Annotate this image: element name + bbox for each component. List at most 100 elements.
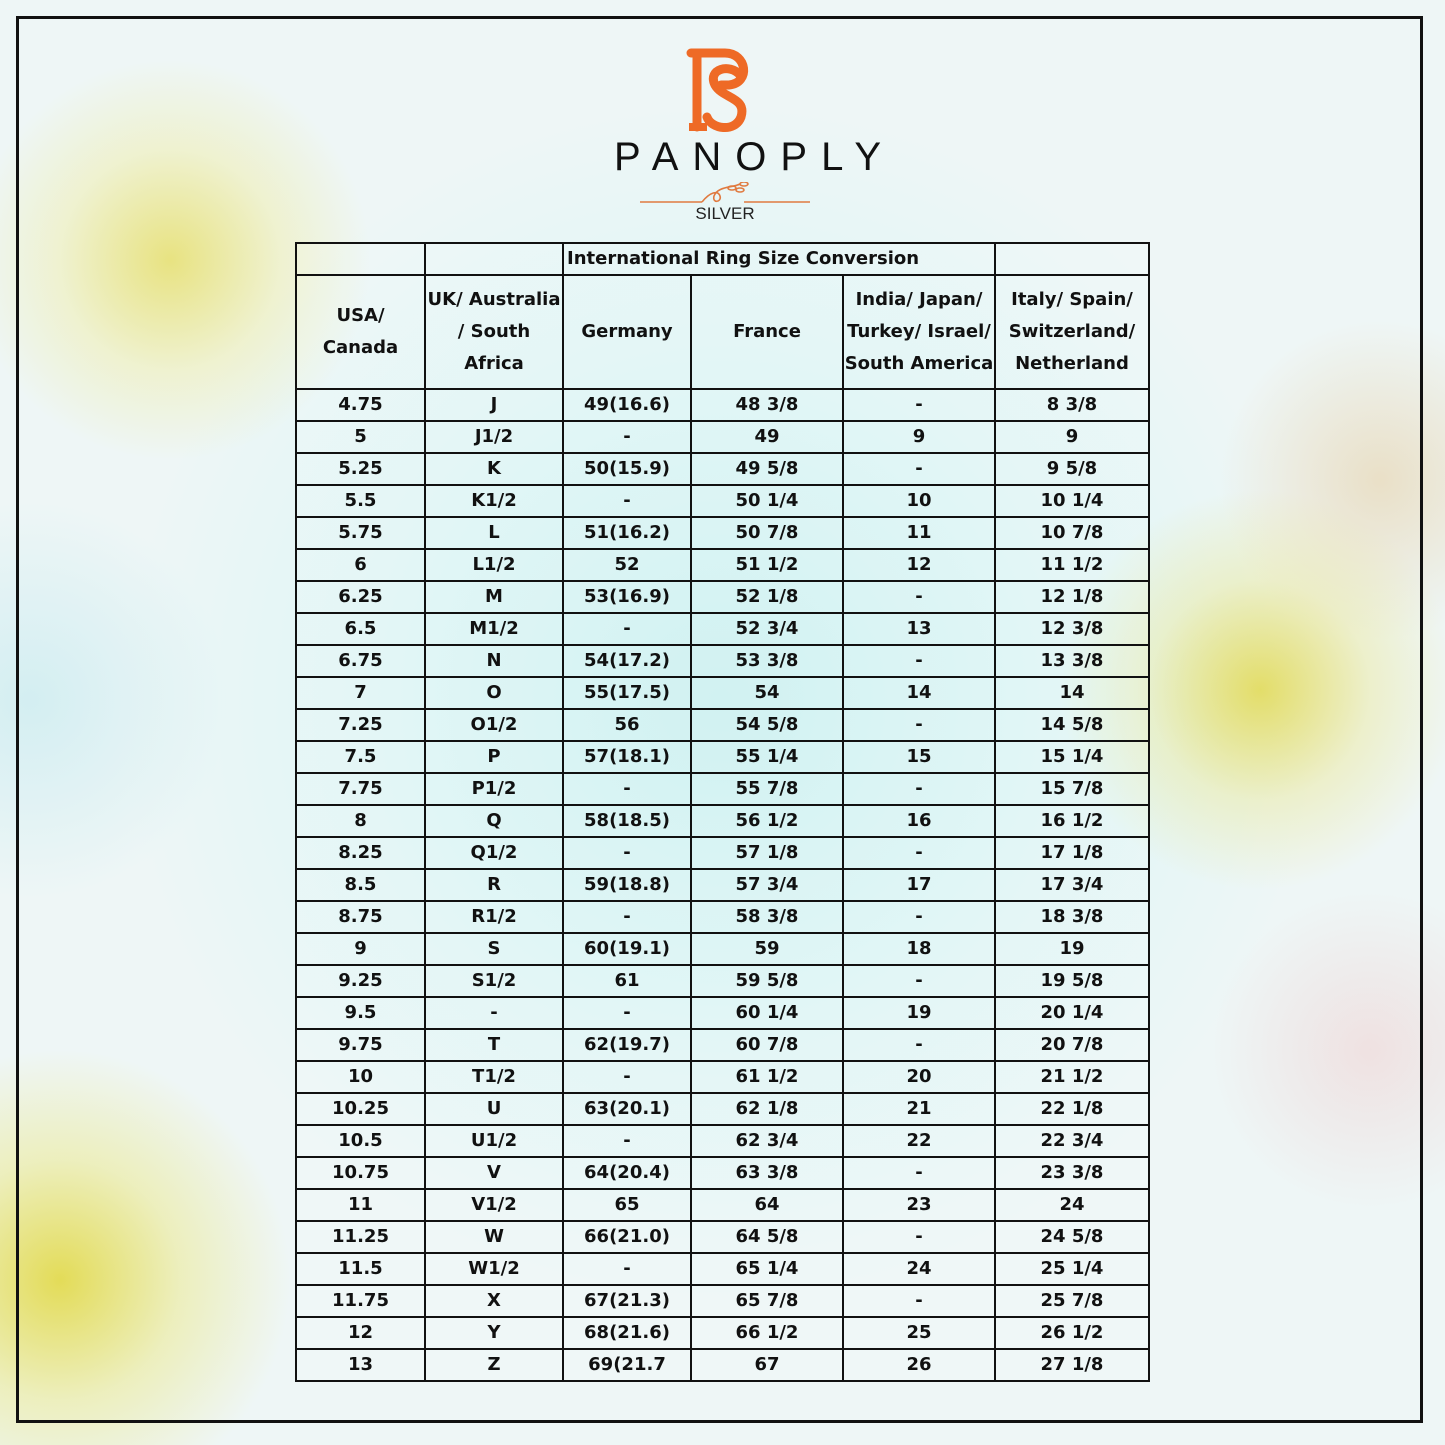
table-cell: X [424,1284,564,1318]
table-cell: 7.25 [295,708,426,742]
table-cell: 15 [842,740,996,774]
table-cell: - [424,996,564,1030]
table-row: 10.25 U 63(20.1) 62 1/8 21 22 1/8 [295,1092,1150,1126]
table-cell: 13 [295,1348,426,1382]
table-cell: 9.25 [295,964,426,998]
table-cell: 14 [842,676,996,710]
table-cell: M [424,580,564,614]
table-cell: 60(19.1) [562,932,692,966]
table-cell: 11.25 [295,1220,426,1254]
table-cell: 8.5 [295,868,426,902]
table-cell: 23 3/8 [994,1156,1150,1190]
table-cell: 63(20.1) [562,1092,692,1126]
page-frame [16,16,1423,1423]
column-header: France [690,274,844,390]
table-row: 5.25 K 50(15.9) 49 5/8-9 5/8 [295,452,1150,486]
table-cell: - [842,1028,996,1062]
table-cell: 65 [562,1188,692,1222]
table-row: 6.25 M 53(16.9) 52 1/8-12 1/8 [295,580,1150,614]
table-cell: 67(21.3) [562,1284,692,1318]
table-cell: 7 [295,676,426,710]
table-cell: 67 [690,1348,844,1382]
table-cell: 17 [842,868,996,902]
table-cell: R [424,868,564,902]
table-cell: 8 3/8 [994,388,1150,422]
table-cell: 5.75 [295,516,426,550]
table-cell: S1/2 [424,964,564,998]
table-cell: 10 7/8 [994,516,1150,550]
table-cell: 12 1/8 [994,580,1150,614]
table-row: 9.75 T 62(19.7) 60 7/8-20 7/8 [295,1028,1150,1062]
table-cell: 15 7/8 [994,772,1150,806]
table-cell: 51(16.2) [562,516,692,550]
table-cell: S [424,932,564,966]
table-cell: 10.5 [295,1124,426,1158]
table-cell: 17 3/4 [994,868,1150,902]
table-cell: 55(17.5) [562,676,692,710]
table-cell: 13 3/8 [994,644,1150,678]
table-cell: 26 1/2 [994,1316,1150,1350]
table-cell: 60 7/8 [690,1028,844,1062]
table-cell: 54 5/8 [690,708,844,742]
table-cell: 61 [562,964,692,998]
table-cell: 19 [842,996,996,1030]
table-cell: - [842,644,996,678]
table-cell: 9 [994,420,1150,454]
table-row: 11.5 W1/2-65 1/4 24 25 1/4 [295,1252,1150,1286]
table-cell: 54 [690,676,844,710]
brand-subtitle: SILVER [695,204,755,223]
table-cell: 68(21.6) [562,1316,692,1350]
table-cell: O [424,676,564,710]
table-cell: 25 1/4 [994,1252,1150,1286]
table-cell: 21 [842,1092,996,1126]
table-cell: 59(18.8) [562,868,692,902]
table-cell: 59 [690,932,844,966]
table-cell: 49 5/8 [690,452,844,486]
table-cell: 55 1/4 [690,740,844,774]
table-cell: 19 5/8 [994,964,1150,998]
table-cell: 10 [842,484,996,518]
table-cell: 9 [295,932,426,966]
table-cell: 53 3/8 [690,644,844,678]
header-row: USA/ Canada UK/ Australia / South Africa G… [295,274,1150,390]
table-row: 4.75 J 49(16.6) 48 3/8-8 3/8 [295,388,1150,422]
table-title: International Ring Size Conversion [562,242,996,276]
table-row: 7.75 P1/2-55 7/8-15 7/8 [295,772,1150,806]
table-cell: 10.25 [295,1092,426,1126]
table-cell: 51 1/2 [690,548,844,582]
table-cell: P [424,740,564,774]
table-cell: J1/2 [424,420,564,454]
table-cell: 50 1/4 [690,484,844,518]
table-cell: R1/2 [424,900,564,934]
table-cell: 20 1/4 [994,996,1150,1030]
table-cell: 19 [994,932,1150,966]
table-cell: 13 [842,612,996,646]
table-cell: - [842,1156,996,1190]
table-row: 12 Y 68(21.6) 66 1/2 25 26 1/2 [295,1316,1150,1350]
table-cell: 22 3/4 [994,1124,1150,1158]
table-row: 6.5 M1/2-52 3/4 13 12 3/8 [295,612,1150,646]
table-cell: - [562,900,692,934]
table-cell: 49(16.6) [562,388,692,422]
table-cell: - [562,836,692,870]
table-row: 7.5 P 57(18.1) 55 1/4 15 15 1/4 [295,740,1150,774]
table-cell: P1/2 [424,772,564,806]
table-cell: 20 [842,1060,996,1094]
table-cell: 12 [295,1316,426,1350]
table-cell: 11.5 [295,1252,426,1286]
table-cell: 12 3/8 [994,612,1150,646]
table-row: 13 Z 69(21.7 67 26 27 1/8 [295,1348,1150,1382]
table-cell: 53(16.9) [562,580,692,614]
table-cell: - [842,964,996,998]
table-cell: 64 5/8 [690,1220,844,1254]
table-row: 6.75 N 54(17.2) 53 3/8-13 3/8 [295,644,1150,678]
table-cell: 61 1/2 [690,1060,844,1094]
table-cell: 64(20.4) [562,1156,692,1190]
table-cell: - [842,708,996,742]
table-row: 9.5- -60 1/4 19 20 1/4 [295,996,1150,1030]
table-cell: 6.75 [295,644,426,678]
table-cell: 58(18.5) [562,804,692,838]
table-cell: 11 [842,516,996,550]
table-cell: 14 5/8 [994,708,1150,742]
table-row: 9.25 S1/2 61 59 5/8-19 5/8 [295,964,1150,998]
